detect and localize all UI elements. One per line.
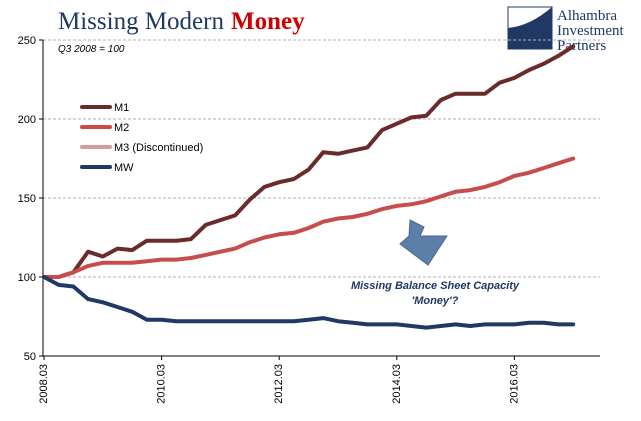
- y-tick-labels: 50 100 150 200 250: [18, 35, 43, 363]
- legend-label: M2: [114, 122, 129, 134]
- y-tick-label: 200: [18, 114, 36, 126]
- legend-label: M1: [114, 102, 129, 114]
- x-tick-label: 2016.03: [508, 364, 520, 404]
- annotation-arrow: [399, 219, 448, 266]
- annotation-line-2: 'Money'?: [412, 295, 459, 307]
- chart-title: Missing Modern Money: [58, 8, 305, 35]
- chart-title-part1: Missing Modern: [58, 8, 224, 35]
- brand-line-1: Alhambra: [557, 8, 617, 24]
- down-arrow-icon: [399, 219, 448, 266]
- brand-line-2: Investment: [557, 23, 624, 39]
- chart-title-part2: Money: [231, 8, 305, 35]
- brand-logo-mark: [508, 7, 552, 49]
- series-lines: [42, 44, 576, 330]
- x-tick-label: 2012.03: [273, 364, 285, 404]
- x-tick-label: 2008.03: [38, 364, 50, 404]
- series-line-mw: [42, 275, 576, 330]
- y-tick-label: 250: [18, 35, 36, 47]
- legend-label: MW: [114, 162, 134, 174]
- annotation-line-1: Missing Balance Sheet Capacity: [351, 280, 520, 292]
- chart-note: Q3 2008 = 100: [58, 44, 125, 55]
- x-tick-label: 2010.03: [156, 364, 168, 404]
- legend-label: M3 (Discontinued): [114, 142, 203, 154]
- y-tick-label: 50: [24, 351, 36, 363]
- legend: M1 M2 M3 (Discontinued) MW: [80, 102, 203, 174]
- plot-area: 50 100 150 200 250 2008.03 2010.03 2012.03 2014…: [18, 35, 600, 404]
- series-line-m1: [42, 44, 576, 279]
- gridlines: [43, 39, 600, 278]
- x-tick-labels: 2008.03 2010.03 2012.03 2014.03 2016.03: [38, 356, 520, 404]
- y-tick-label: 150: [18, 193, 36, 205]
- y-tick-label: 100: [18, 272, 36, 284]
- x-tick-label: 2014.03: [391, 364, 403, 404]
- brand-logo: Alhambra Investment Partners: [507, 6, 624, 54]
- series-line-m2: [42, 156, 576, 279]
